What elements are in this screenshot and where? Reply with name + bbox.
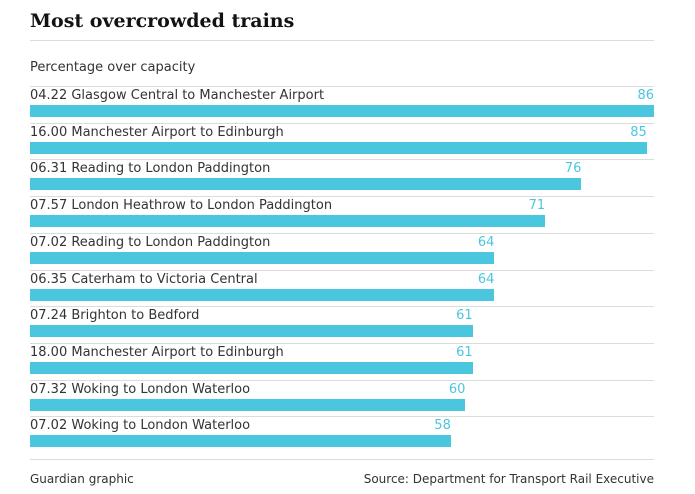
row-divider: [30, 122, 654, 124]
bar-label: 04.22 Glasgow Central to Manchester Airp…: [30, 88, 325, 103]
bar-label: 06.31 Reading to London Paddington: [30, 161, 271, 177]
row-divider: [30, 342, 654, 344]
row-divider: [30, 159, 654, 161]
bar-label: 07.24 Brighton to Bedford: [30, 308, 200, 324]
row-divider: [30, 306, 654, 308]
bar-value-label: 64: [477, 234, 495, 250]
bar-value-label: 61: [456, 344, 473, 360]
footer-divider: [30, 459, 654, 460]
row-divider: [30, 196, 654, 198]
bar: [30, 105, 654, 117]
bar-value-label: 60: [448, 381, 466, 397]
bar-label: 06.35 Caterham to Victoria Central: [30, 271, 258, 287]
source-note: Source: Department for Transport Rail Ex…: [363, 472, 654, 486]
row-divider: [30, 86, 654, 87]
title-divider: [30, 40, 654, 41]
bar: [30, 435, 451, 448]
bar: [30, 288, 495, 301]
bar: [30, 141, 647, 154]
row-divider: [30, 416, 654, 418]
bar: [30, 178, 582, 191]
bar: [30, 398, 466, 411]
chart-title: Most overcrowded trains: [30, 10, 295, 32]
bar-value-label: 61: [456, 308, 473, 324]
bar-label: 16.00 Manchester Airport to Edinburgh: [30, 124, 284, 140]
bar: [30, 215, 546, 228]
bar-label: 07.57 London Heathrow to London Paddingt…: [30, 198, 333, 214]
bar-value-label: 86: [637, 88, 654, 103]
bar-value-label: 64: [477, 271, 495, 287]
bar-label: 07.02 Woking to London Waterloo: [30, 418, 251, 434]
graphic-credit: Guardian graphic: [30, 472, 134, 486]
bar-label: 07.02 Reading to London Paddington: [30, 234, 271, 250]
bar-label: 18.00 Manchester Airport to Edinburgh: [30, 344, 284, 360]
row-divider: [30, 269, 654, 271]
bar-value-label: 85: [630, 124, 647, 140]
bar-value-label: 76: [564, 161, 582, 177]
bar-value-label: 58: [434, 418, 451, 434]
bar: [30, 361, 473, 374]
bar-label: 07.32 Woking to London Waterloo: [30, 381, 251, 397]
bar: [30, 325, 473, 338]
bar: [30, 251, 495, 264]
row-divider: [30, 232, 654, 234]
chart-subtitle: Percentage over capacity: [30, 60, 196, 75]
row-divider: [30, 379, 654, 381]
bar-value-label: 71: [528, 198, 546, 214]
